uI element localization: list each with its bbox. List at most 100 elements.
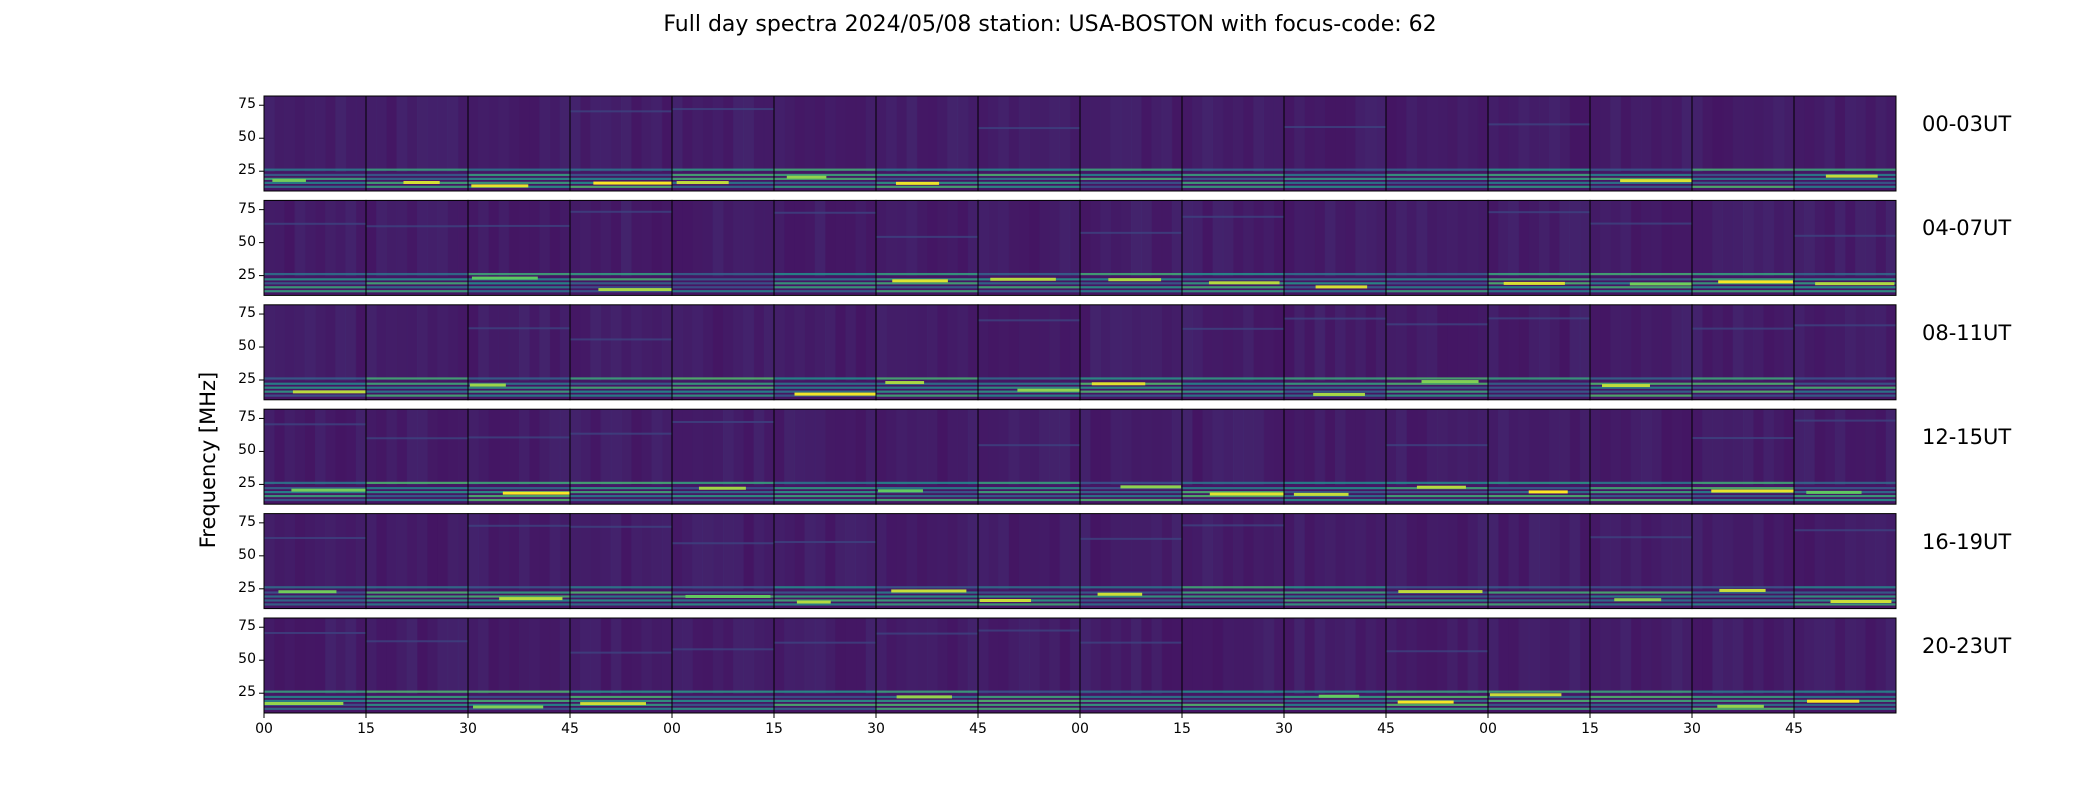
rfi-band — [1794, 290, 1896, 293]
texture-column — [1345, 304, 1356, 381]
rfi-band — [1386, 377, 1488, 380]
texture-column — [1845, 513, 1856, 590]
rfi-band — [1284, 595, 1386, 598]
texture-column — [814, 618, 826, 694]
texture-column — [1488, 618, 1499, 694]
rfi-band — [672, 491, 774, 494]
texture-column — [529, 304, 540, 381]
texture-column — [1171, 618, 1183, 694]
texture-column — [1579, 618, 1591, 694]
rfi-band — [570, 386, 672, 389]
texture-column — [1131, 513, 1142, 590]
rfi-band — [978, 586, 1080, 589]
texture-column — [447, 304, 459, 381]
rfi-band — [1794, 707, 1896, 710]
rfi-band — [876, 494, 978, 498]
texture-column — [1692, 96, 1703, 172]
spectrogram-panel — [1589, 408, 1693, 505]
texture-column — [1569, 513, 1581, 590]
x-tick-label: 00 — [1479, 721, 1497, 737]
texture-column — [1437, 409, 1448, 486]
texture-column — [1692, 618, 1703, 694]
texture-column — [1732, 200, 1744, 277]
texture-column — [1100, 200, 1112, 277]
texture-column — [1426, 200, 1438, 277]
texture-column — [641, 304, 653, 381]
rfi-band — [672, 481, 774, 484]
texture-column — [1753, 200, 1764, 277]
texture-column — [366, 409, 377, 486]
bright-streak — [403, 181, 440, 185]
y-tick-label: 75 — [238, 200, 256, 217]
texture-column — [692, 409, 704, 486]
rfi-band — [978, 272, 1080, 276]
texture-column — [947, 513, 959, 590]
bright-streak — [593, 181, 672, 185]
texture-column — [1018, 409, 1030, 486]
texture-column — [723, 618, 734, 694]
texture-column — [1233, 304, 1244, 381]
rfi-band — [774, 481, 876, 484]
bright-streak — [1097, 592, 1143, 596]
texture-column — [896, 618, 908, 694]
texture-column — [417, 409, 428, 486]
texture-column — [406, 513, 418, 590]
texture-column — [519, 200, 530, 277]
texture-column — [1243, 409, 1254, 486]
texture-column — [1324, 200, 1336, 277]
y-tick-label: 75 — [238, 513, 256, 530]
texture-column — [774, 96, 785, 172]
rfi-band — [774, 185, 876, 188]
texture-column — [845, 304, 857, 381]
texture-column — [1284, 96, 1295, 172]
texture-column — [651, 409, 663, 486]
upper-band — [978, 127, 1080, 130]
rfi-band — [570, 390, 672, 393]
rfi-band — [1794, 695, 1896, 699]
texture-column — [508, 513, 520, 590]
texture-column — [886, 513, 897, 590]
texture-column — [1773, 618, 1785, 694]
texture-column — [610, 96, 622, 172]
rfi-band — [1590, 491, 1692, 494]
texture-column — [539, 200, 551, 277]
rfi-band — [264, 481, 366, 484]
rfi-band — [978, 487, 1080, 490]
texture-column — [1314, 618, 1326, 694]
rfi-band — [1794, 181, 1896, 184]
rfi-band — [1692, 173, 1794, 177]
texture-column — [1712, 304, 1724, 381]
texture-column — [804, 513, 816, 590]
spectrogram-panel — [569, 95, 673, 192]
rfi-band — [774, 386, 876, 389]
spectrogram-panel — [875, 304, 979, 401]
bright-streak — [1208, 281, 1280, 285]
texture-column — [661, 409, 673, 486]
texture-column — [702, 409, 714, 486]
texture-column — [1600, 409, 1611, 486]
texture-column — [1263, 200, 1275, 277]
texture-column — [1641, 304, 1652, 381]
texture-column — [1233, 409, 1244, 486]
texture-column — [702, 513, 714, 590]
texture-column — [1426, 409, 1438, 486]
rfi-band — [570, 282, 672, 285]
rfi-band — [1080, 703, 1182, 706]
texture-column — [682, 96, 693, 172]
rfi-band — [1284, 707, 1386, 710]
rfi-band — [1386, 595, 1488, 598]
x-tick-label: 45 — [969, 721, 987, 737]
rfi-band — [1182, 481, 1284, 484]
texture-column — [478, 409, 489, 486]
rfi-band — [570, 272, 672, 276]
texture-column — [661, 96, 673, 172]
rfi-band — [1488, 707, 1590, 710]
spectrogram-panel — [467, 513, 571, 610]
texture-column — [1049, 409, 1061, 486]
texture-column — [1539, 618, 1550, 694]
texture-column — [1804, 200, 1815, 277]
rfi-band — [1182, 591, 1284, 594]
spectrogram-panel — [1283, 95, 1387, 192]
bright-streak — [895, 181, 940, 185]
